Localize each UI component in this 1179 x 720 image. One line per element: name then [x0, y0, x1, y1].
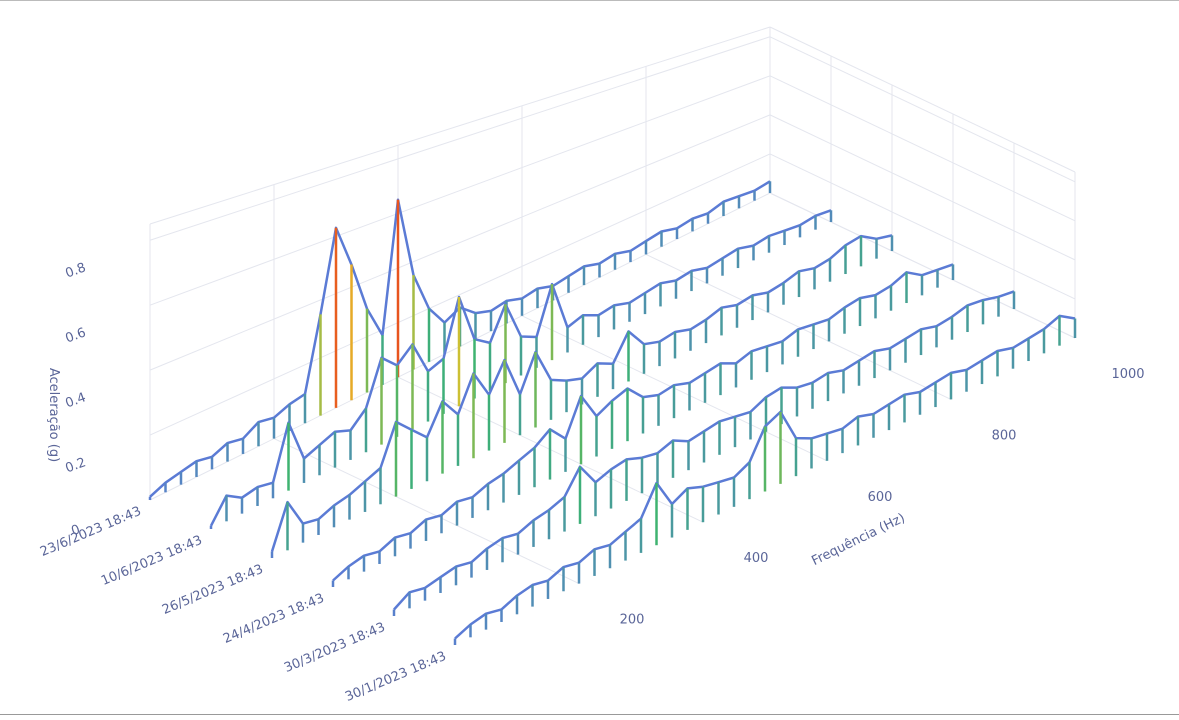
x-tick-label: 1000 [1111, 367, 1144, 382]
grid-line [769, 153, 1076, 300]
grid-line [769, 192, 1076, 339]
z-tick-label: 0.4 [64, 390, 89, 411]
grid-line [149, 75, 771, 306]
date-tick-label: 30/3/2023 18:43 [282, 620, 388, 676]
date-tick-label: 10/6/2023 18:43 [99, 533, 205, 589]
grid-line [149, 36, 771, 241]
date-tick-label: 26/5/2023 18:43 [160, 562, 266, 618]
x-tick-label: 800 [992, 428, 1017, 443]
grid-line [273, 438, 580, 585]
grid-line [769, 75, 1076, 222]
z-axis-title: Aceleração (g) [46, 368, 61, 462]
wall-edge [769, 26, 1076, 173]
grid-line [769, 36, 1076, 183]
grid-line [149, 153, 771, 436]
grid-line [645, 253, 952, 400]
z-tick-label: 0.8 [64, 260, 89, 281]
z-tick-label: 0.6 [64, 325, 89, 346]
x-axis-title: Frequência (Hz) [809, 511, 907, 569]
date-tick-label: 23/6/2023 18:43 [38, 504, 144, 560]
grid-line [149, 114, 771, 371]
x-tick-label: 200 [620, 613, 645, 628]
x-tick-label: 600 [868, 490, 893, 505]
x-tick-label: 400 [744, 551, 769, 566]
wall-edge [149, 26, 771, 225]
date-tick-label: 24/4/2023 18:43 [221, 591, 327, 647]
z-tick-label: 0.2 [64, 455, 89, 476]
grid-line [769, 114, 1076, 261]
date-tick-label: 30/1/2023 18:43 [343, 649, 449, 705]
